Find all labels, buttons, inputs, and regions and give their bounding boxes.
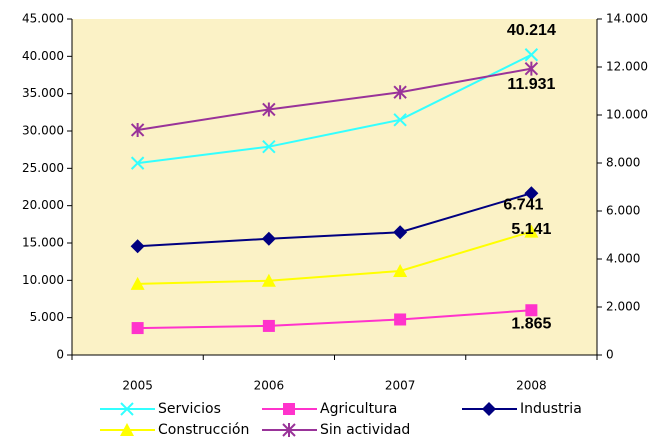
legend-label: Sin actividad [320, 422, 410, 438]
marker [130, 239, 145, 254]
y-tick-label: 40.000 [22, 49, 64, 63]
y-tick-label: 35.000 [22, 86, 64, 100]
data-label: 5.141 [511, 221, 551, 238]
y-tick-label: 30.000 [22, 124, 64, 138]
y-tick-label: 5.000 [30, 310, 64, 324]
marker [262, 319, 275, 332]
marker [130, 276, 145, 290]
y2-tick-label: 4.000 [606, 252, 640, 266]
marker [262, 139, 276, 154]
series-line [137, 309, 532, 330]
marker [262, 102, 276, 117]
marker [524, 224, 539, 238]
y-tick-label: 20.000 [22, 198, 64, 212]
marker [524, 186, 539, 201]
marker [394, 313, 407, 326]
data-label: 6.741 [503, 196, 543, 213]
plot-area [72, 19, 597, 355]
y2-tick-label: 14.000 [606, 12, 648, 26]
marker [261, 231, 276, 246]
marker [524, 61, 539, 76]
legend-marker [120, 423, 134, 436]
marker [261, 273, 276, 287]
legend-label: Servicios [158, 401, 221, 417]
marker [393, 113, 407, 127]
x-tick-label: 2006 [254, 379, 285, 393]
legend-label: Agricultura [320, 401, 397, 417]
x-tick-label: 2008 [516, 379, 547, 393]
marker [130, 156, 145, 170]
series-line [137, 67, 532, 131]
y-tick-label: 25.000 [22, 161, 64, 175]
y2-tick-label: 12.000 [606, 60, 648, 74]
marker [131, 322, 144, 335]
series-line [137, 230, 532, 285]
legend-marker [283, 403, 295, 415]
legend-label: Construcción [158, 422, 249, 438]
y2-tick-label: 2.000 [606, 300, 640, 314]
series-line [137, 53, 532, 165]
data-label: 11.931 [507, 76, 555, 93]
marker [393, 264, 408, 277]
legend-marker [282, 423, 296, 437]
marker [393, 85, 407, 100]
legend-marker [120, 402, 134, 416]
x-tick-label: 2007 [385, 379, 416, 393]
x-tick-label: 2005 [122, 379, 153, 393]
y2-tick-label: 8.000 [606, 156, 640, 170]
y-tick-label: 15.000 [22, 236, 64, 250]
marker [393, 225, 408, 240]
y-tick-label: 0 [56, 348, 64, 362]
marker [524, 48, 539, 62]
legend-marker [482, 402, 496, 416]
data-label: 40.214 [507, 22, 556, 39]
y2-tick-label: 6.000 [606, 204, 640, 218]
marker [525, 304, 538, 317]
legend-label: Industria [520, 401, 582, 417]
y-tick-label: 45.000 [22, 12, 64, 26]
data-label: 1.865 [511, 315, 551, 332]
y-tick-label: 10.000 [22, 273, 64, 287]
marker [130, 122, 145, 137]
series-line [137, 192, 532, 248]
y2-tick-label: 10.000 [606, 108, 648, 122]
y2-tick-label: 0 [606, 348, 614, 362]
